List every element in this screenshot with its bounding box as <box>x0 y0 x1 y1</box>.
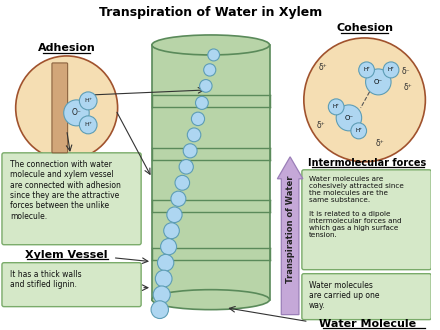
FancyBboxPatch shape <box>152 45 270 300</box>
Text: H⁺: H⁺ <box>84 122 92 127</box>
Circle shape <box>167 207 182 222</box>
Text: O⁻: O⁻ <box>72 108 81 117</box>
Circle shape <box>151 301 169 318</box>
Circle shape <box>64 100 89 126</box>
Text: Transpiration of Water in Xylem: Transpiration of Water in Xylem <box>99 7 323 19</box>
Circle shape <box>175 175 190 190</box>
Text: Cohesion: Cohesion <box>336 23 393 33</box>
Circle shape <box>336 105 362 131</box>
Circle shape <box>195 96 208 110</box>
Circle shape <box>171 191 186 206</box>
FancyBboxPatch shape <box>2 153 141 245</box>
Ellipse shape <box>152 290 270 310</box>
Text: O⁻: O⁻ <box>374 79 383 85</box>
Text: H⁺: H⁺ <box>363 67 370 72</box>
Circle shape <box>204 64 216 76</box>
Circle shape <box>191 112 205 126</box>
Circle shape <box>16 56 117 160</box>
Text: Water molecules
are carried up one
way.: Water molecules are carried up one way. <box>309 281 379 311</box>
Circle shape <box>179 160 193 174</box>
FancyBboxPatch shape <box>302 274 431 320</box>
Text: δ⁺: δ⁺ <box>319 63 328 72</box>
Text: Adhesion: Adhesion <box>38 43 95 53</box>
Text: Transpiration of Water: Transpiration of Water <box>286 176 295 283</box>
Circle shape <box>183 144 197 158</box>
Circle shape <box>158 254 174 271</box>
Circle shape <box>304 38 425 162</box>
Circle shape <box>79 92 97 110</box>
Text: It has a thick walls
and stifled lignin.: It has a thick walls and stifled lignin. <box>10 270 81 289</box>
Circle shape <box>161 239 176 255</box>
Text: δ⁺: δ⁺ <box>403 83 412 92</box>
Text: Water Molecule: Water Molecule <box>319 319 416 329</box>
Circle shape <box>208 49 220 61</box>
Text: Intermolecular forces: Intermolecular forces <box>308 158 427 168</box>
Circle shape <box>383 62 399 78</box>
Text: Water molecules are
cohesively attracted since
the molecules are the
same substa: Water molecules are cohesively attracted… <box>309 176 403 238</box>
Circle shape <box>328 99 344 115</box>
Circle shape <box>164 223 180 239</box>
Circle shape <box>366 69 391 95</box>
Circle shape <box>153 286 170 303</box>
Text: H⁺: H⁺ <box>84 98 92 103</box>
Circle shape <box>155 270 172 287</box>
Text: O⁻: O⁻ <box>345 115 353 121</box>
Text: The connection with water
molecule and xylem vessel
are connected with adhesion
: The connection with water molecule and x… <box>10 160 121 221</box>
FancyArrow shape <box>277 157 303 314</box>
Circle shape <box>187 128 201 142</box>
Text: Xylem Vessel: Xylem Vessel <box>26 250 108 260</box>
Text: δ⁺: δ⁺ <box>317 121 326 130</box>
Text: H⁺: H⁺ <box>355 128 362 133</box>
Circle shape <box>79 116 97 134</box>
FancyBboxPatch shape <box>302 170 431 270</box>
Text: H⁺: H⁺ <box>388 67 395 72</box>
Text: δ⁻: δ⁻ <box>401 67 410 77</box>
Text: H⁺: H⁺ <box>333 104 340 109</box>
Text: δ⁺: δ⁺ <box>376 139 385 148</box>
Circle shape <box>200 80 212 92</box>
Circle shape <box>351 123 367 139</box>
Circle shape <box>359 62 374 78</box>
FancyBboxPatch shape <box>52 63 68 153</box>
Ellipse shape <box>152 35 270 55</box>
FancyBboxPatch shape <box>2 263 141 307</box>
